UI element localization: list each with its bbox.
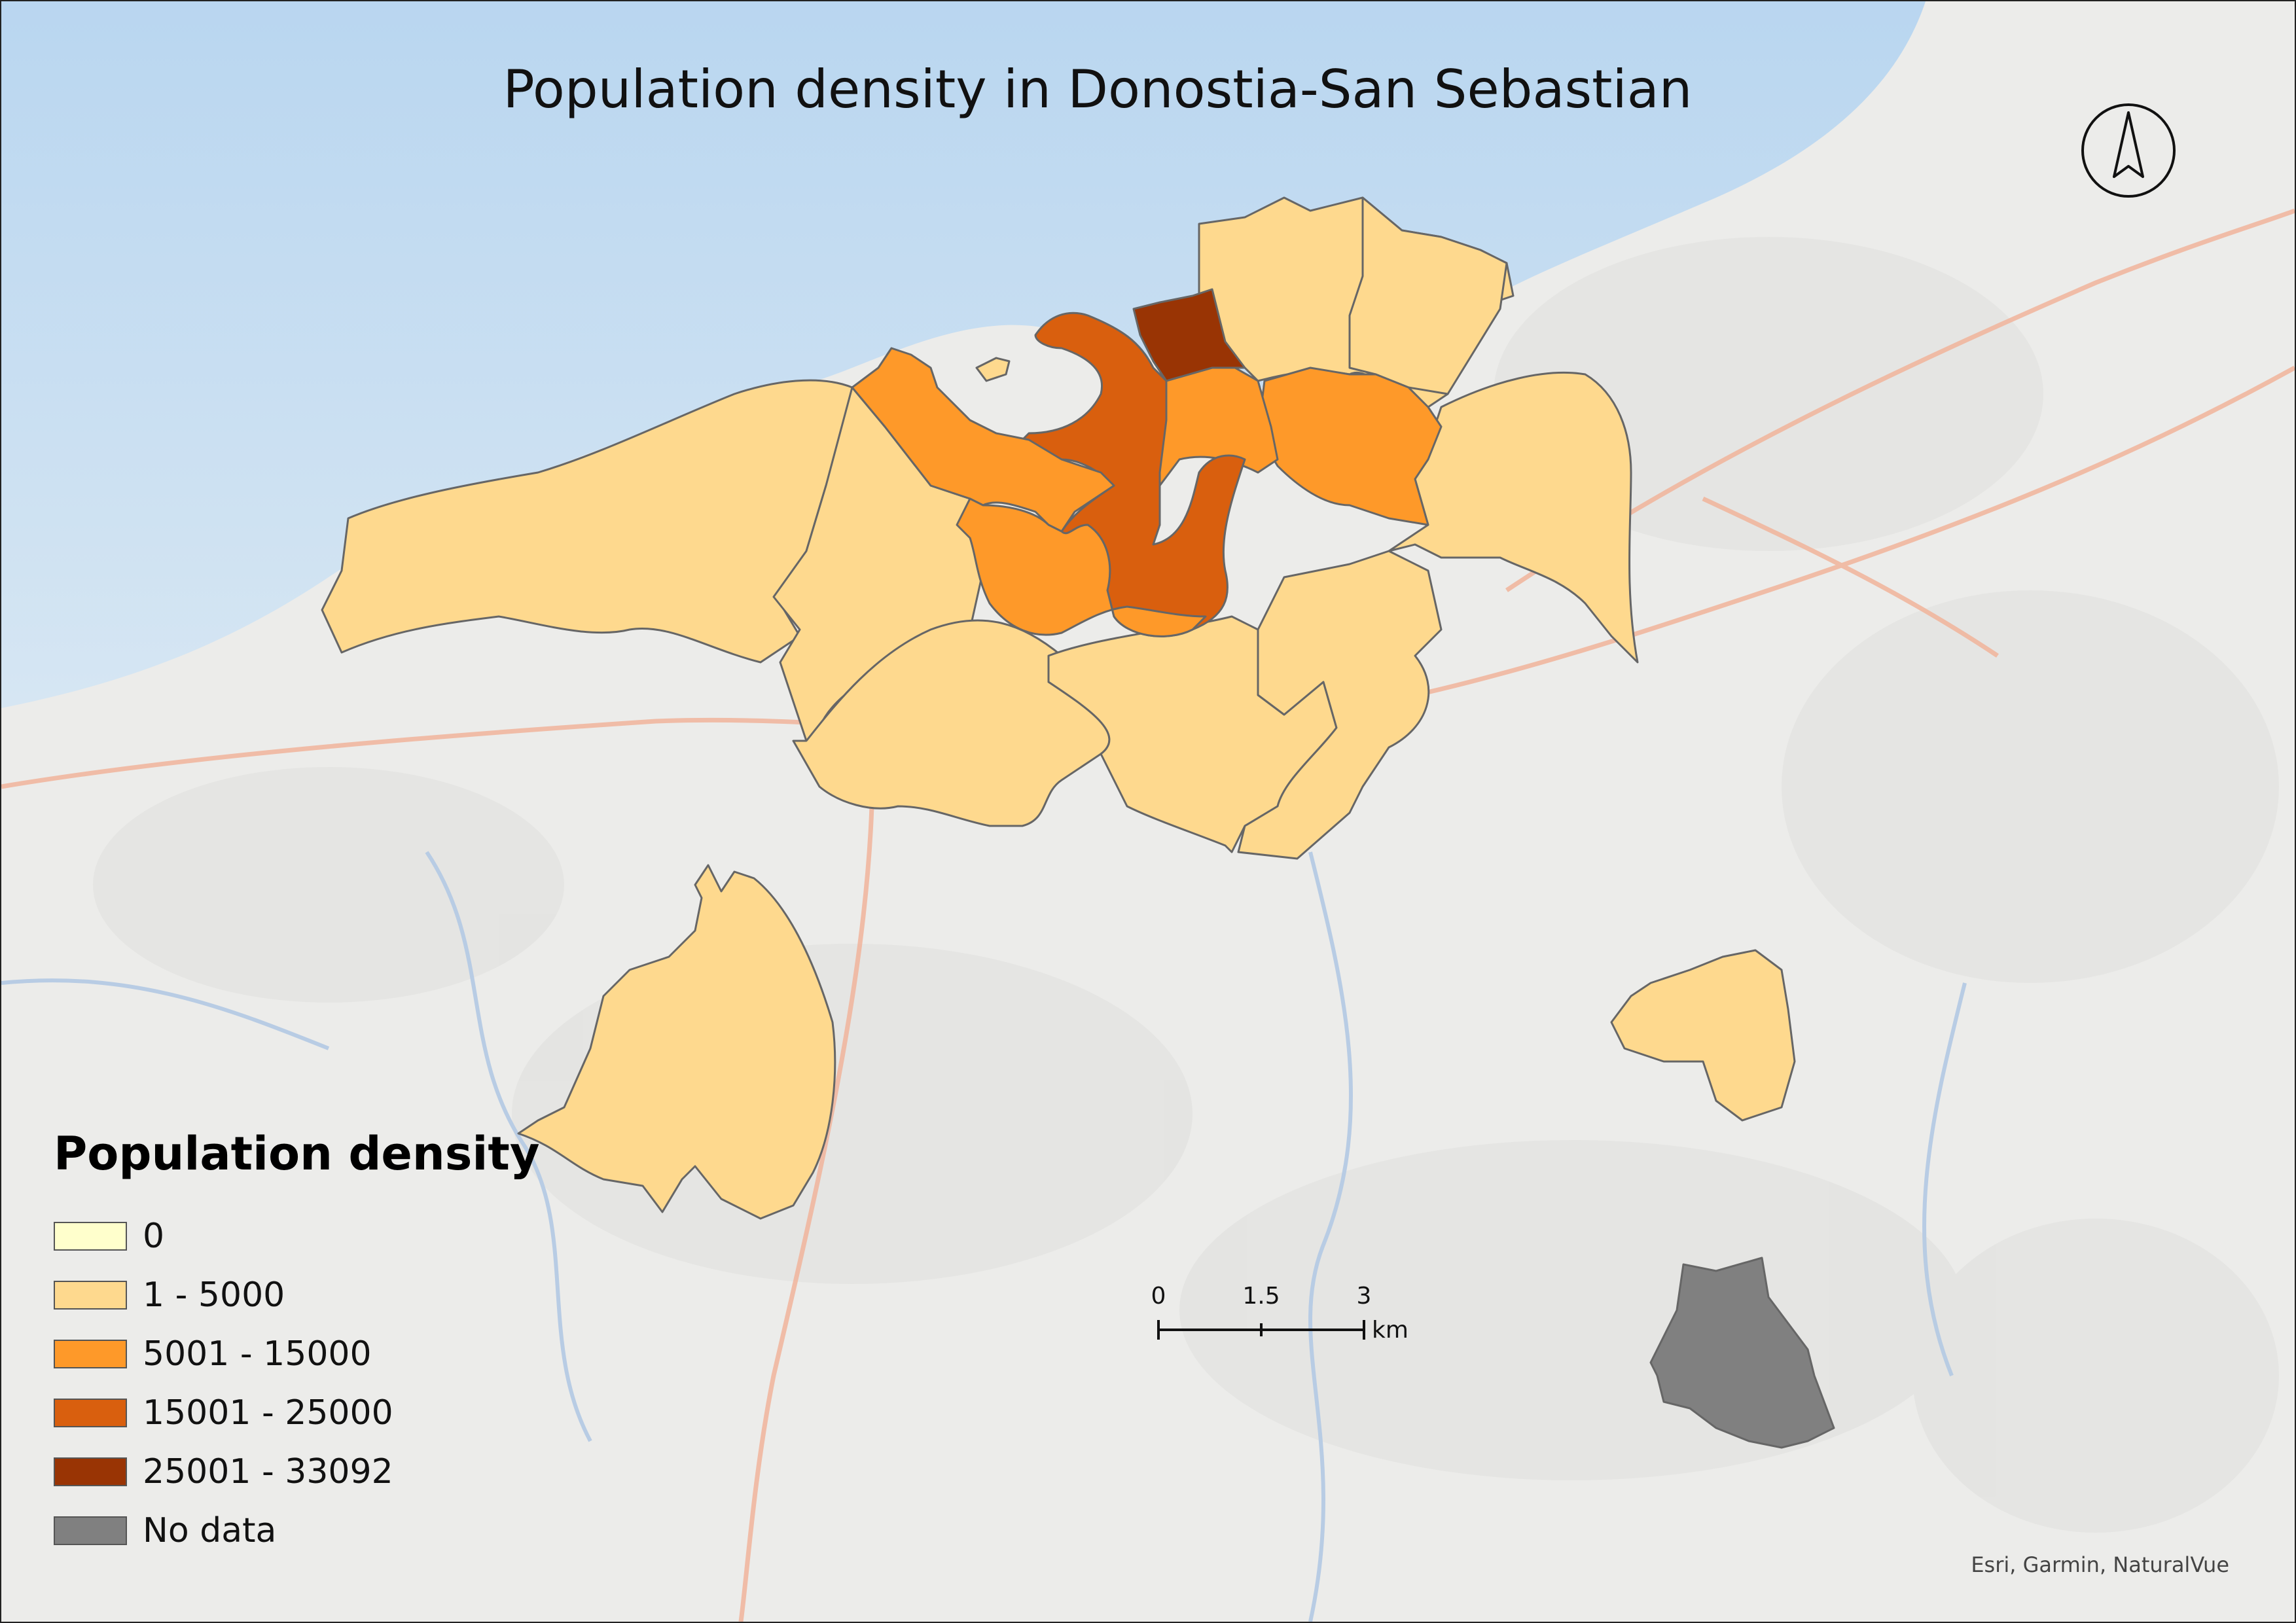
legend-item-5: No data: [54, 1501, 540, 1560]
legend-swatch-3: [54, 1399, 127, 1427]
legend-swatch-4: [54, 1457, 127, 1486]
district-central-east[interactable]: [1257, 366, 1443, 526]
north-arrow-icon: [2081, 103, 2176, 198]
district-southeast[interactable]: [1237, 550, 1443, 860]
district-south-detached[interactable]: [517, 864, 836, 1220]
legend-swatch-1: [54, 1281, 127, 1310]
district-old-town[interactable]: [1132, 288, 1246, 382]
district-east-detached[interactable]: [1610, 949, 1796, 1122]
rivers: [1, 851, 1967, 1622]
legend-swatch-2: [54, 1340, 127, 1368]
legend-swatch-5: [54, 1516, 127, 1545]
legend-label-1: 1 - 5000: [143, 1275, 285, 1315]
district-north-interior[interactable]: [1348, 196, 1508, 395]
attribution: Esri, Garmin, NaturalVue: [1971, 1552, 2229, 1577]
legend-label-0: 0: [143, 1217, 165, 1256]
district-east[interactable]: [1388, 371, 1639, 664]
legend-item-3: 15001 - 25000: [54, 1383, 540, 1442]
district-no-data[interactable]: [1649, 1257, 1835, 1449]
scale-tick-2: 3: [1357, 1283, 1372, 1310]
district-south-orange[interactable]: [956, 497, 1207, 637]
scale-unit: km: [1372, 1317, 1408, 1344]
district-island[interactable]: [975, 357, 1011, 382]
legend-label-2: 5001 - 15000: [143, 1334, 372, 1374]
map-title: Population density in Donostia-San Sebas…: [503, 59, 1693, 120]
legend: Population density 0 1 - 5000 5001 - 150…: [54, 1127, 540, 1560]
scale-tick-1: 1.5: [1242, 1283, 1280, 1310]
scale-tick-0: 0: [1151, 1283, 1166, 1310]
legend-swatch-0: [54, 1222, 127, 1251]
legend-item-2: 5001 - 15000: [54, 1325, 540, 1383]
scale-bar: 0 1.5 3 km: [1151, 1283, 1408, 1344]
districts: [321, 196, 1835, 1449]
legend-label-4: 25001 - 33092: [143, 1452, 393, 1491]
legend-title: Population density: [54, 1127, 540, 1181]
legend-item-0: 0: [54, 1207, 540, 1266]
legend-item-1: 1 - 5000: [54, 1266, 540, 1325]
legend-label-5: No data: [143, 1511, 277, 1550]
legend-item-4: 25001 - 33092: [54, 1442, 540, 1501]
legend-label-3: 15001 - 25000: [143, 1393, 393, 1433]
sea-area: [1, 1, 1926, 708]
